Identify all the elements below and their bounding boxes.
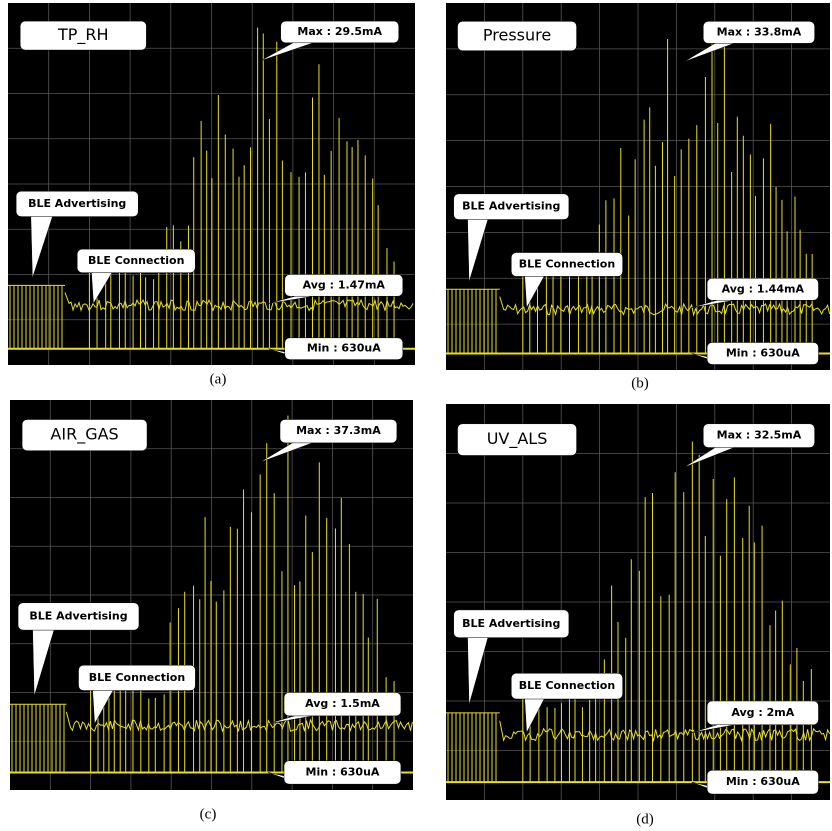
advertising-label: BLE Advertising xyxy=(29,609,127,622)
max-label: Max : 37.3mA xyxy=(296,424,381,437)
figure: TP_RH Max : 29.5mA BLE Advertising BLE Conn… xyxy=(0,0,832,831)
panel-caption: (c) xyxy=(200,806,217,822)
advertising-label: BLE Advertising xyxy=(462,617,560,630)
avg-label: Avg : 2mA xyxy=(731,706,794,719)
min-label: Min : 630uA xyxy=(307,342,381,355)
scope-panel: TP_RH Max : 29.5mA BLE Advertising BLE Conn… xyxy=(8,3,415,365)
min-label: Min : 630uA xyxy=(726,346,800,359)
panel-title: Pressure xyxy=(483,26,551,45)
scope-panel: Pressure Max : 33.8mA BLE Advertising BLE C… xyxy=(446,3,830,370)
min-label: Min : 630uA xyxy=(306,765,380,778)
panel-title: UV_ALS xyxy=(487,429,548,449)
connection-label: BLE Connection xyxy=(89,671,185,684)
avg-label: Avg : 1.47mA xyxy=(303,278,386,291)
scope-panel: UV_ALS Max : 32.5mA BLE Advertising BLE Con… xyxy=(446,404,830,800)
scope-panel: AIR_GAS Max : 37.3mA BLE Advertising BLE Co… xyxy=(10,400,413,790)
panel-caption: (b) xyxy=(631,375,649,391)
max-label: Max : 29.5mA xyxy=(297,25,382,38)
advertising-label: BLE Advertising xyxy=(28,197,126,210)
panel-caption: (d) xyxy=(636,811,654,827)
panel-caption: (a) xyxy=(210,371,227,387)
panel-title: TP_RH xyxy=(57,25,109,45)
max-label: Max : 32.5mA xyxy=(717,429,802,442)
panel-title: AIR_GAS xyxy=(50,425,118,445)
min-label: Min : 630uA xyxy=(726,775,800,788)
connection-label: BLE Connection xyxy=(519,257,615,270)
connection-label: BLE Connection xyxy=(88,254,184,267)
connection-label: BLE Connection xyxy=(519,679,615,692)
avg-label: Avg : 1.5mA xyxy=(305,697,380,710)
max-label: Max : 33.8mA xyxy=(717,25,802,38)
advertising-label: BLE Advertising xyxy=(462,200,560,213)
avg-label: Avg : 1.44mA xyxy=(722,282,805,295)
